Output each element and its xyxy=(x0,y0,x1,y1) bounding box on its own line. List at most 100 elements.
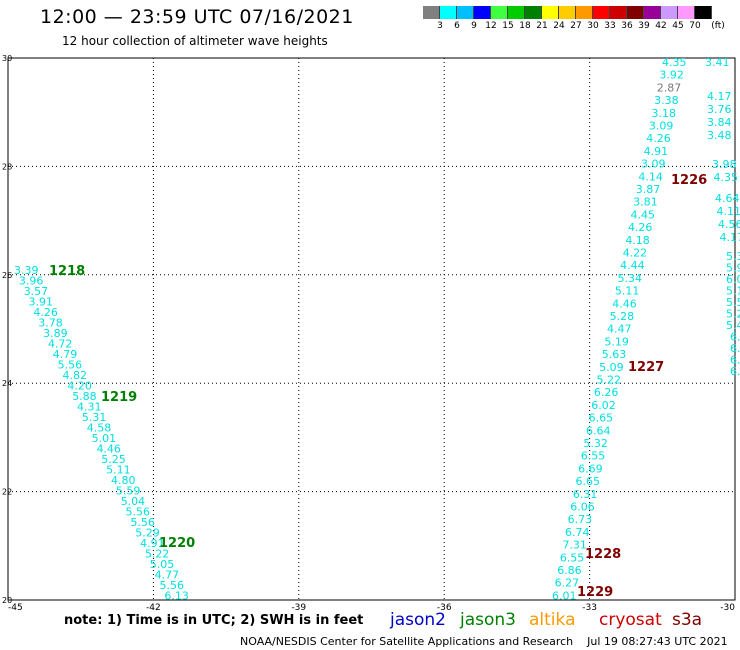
swh-value-middle: 5.22 xyxy=(597,374,622,387)
swh-value-left: 5.56 xyxy=(130,516,155,529)
swh-value-middle: 4.26 xyxy=(646,132,671,145)
color-scale-label: 12 xyxy=(485,21,497,31)
pass-label: 1228 xyxy=(585,547,621,562)
swh-value-middle: 5.32 xyxy=(583,437,608,450)
pass-label: 1219 xyxy=(101,390,137,405)
swh-value-right: 3.41 xyxy=(705,56,730,69)
footer-credit-text: NOAA/NESDIS Center for Satellite Applica… xyxy=(240,635,574,648)
swh-value-left: 5.56 xyxy=(58,359,83,372)
y-tick-label: 24 xyxy=(2,379,12,388)
color-swatch xyxy=(559,6,576,19)
pass-label: 1226 xyxy=(671,173,707,188)
swh-value-middle: 4.44 xyxy=(620,259,645,272)
pass-label: 1218 xyxy=(49,264,85,279)
color-scale-label: 9 xyxy=(471,21,477,31)
swh-value-middle: 4.46 xyxy=(612,297,637,310)
swh-value-middle: 3.87 xyxy=(636,183,661,196)
color-scale-label: 21 xyxy=(536,21,548,31)
legend-altika: altika xyxy=(529,610,576,630)
swh-value-middle: 6.02 xyxy=(591,399,616,412)
swh-value-left: 5.31 xyxy=(82,411,107,424)
color-scale-label: 36 xyxy=(621,21,633,31)
x-tick-label: -42 xyxy=(146,603,161,610)
swh-value-left: 4.72 xyxy=(48,338,72,351)
swh-value-middle: 3.92 xyxy=(659,69,684,82)
swh-value-left: 4.79 xyxy=(53,348,78,361)
color-swatch xyxy=(644,6,661,19)
page-subtitle: 12 hour collection of altimeter wave hei… xyxy=(62,34,328,48)
swh-value-left: 5.01 xyxy=(92,432,117,445)
color-scale-label: 15 xyxy=(502,21,514,31)
x-tick-label: -30 xyxy=(720,603,735,610)
color-swatch xyxy=(542,6,559,19)
x-tick-label: -36 xyxy=(437,603,452,610)
swh-value-left: 3.96 xyxy=(19,275,43,288)
swh-value-middle: 5.63 xyxy=(602,348,627,361)
color-swatch xyxy=(474,6,491,19)
footer-timestamp: Jul 19 08:27:43 UTC 2021 xyxy=(587,635,728,648)
swh-value-left: 4.77 xyxy=(155,569,180,582)
swh-value-middle: 4.47 xyxy=(607,323,632,336)
color-scale-label: 42 xyxy=(655,21,667,31)
note-text: note: 1) Time is in UTC; 2) SWH is in fe… xyxy=(64,613,364,628)
y-tick-label: 22 xyxy=(2,488,12,497)
swh-value-middle: 5.11 xyxy=(615,285,640,298)
color-swatch xyxy=(423,6,440,19)
swh-value-middle: 5.19 xyxy=(604,335,629,348)
swh-value-right-partial: 5.4 xyxy=(726,319,740,332)
swh-value-middle: 6.31 xyxy=(573,488,598,501)
swh-value-middle: 4.14 xyxy=(638,170,663,183)
color-scale-label: 6 xyxy=(454,21,460,31)
swh-value-left: 4.46 xyxy=(96,443,121,456)
swh-value-right: 4.56 xyxy=(718,218,740,231)
color-swatch xyxy=(610,6,627,19)
swh-value-right-partial: 6.0 xyxy=(726,273,740,286)
swh-value-middle: 4.26 xyxy=(628,221,653,234)
swh-value-middle: 6.27 xyxy=(555,577,580,590)
swh-value-left: 4.20 xyxy=(67,380,92,393)
color-scale-bar xyxy=(423,6,712,19)
color-scale-label: 27 xyxy=(570,21,582,31)
swh-value-middle: 4.22 xyxy=(623,247,648,260)
swh-value-left: 5.29 xyxy=(135,527,160,540)
swh-value-left: 3.91 xyxy=(29,296,54,309)
swh-value-left: 4.80 xyxy=(111,474,136,487)
swh-value-left: 4.58 xyxy=(87,422,112,435)
swh-value-right-partial: 5.9 xyxy=(726,262,740,275)
color-swatch xyxy=(695,6,712,19)
swh-value-right: 4.11 xyxy=(717,205,740,218)
swh-value-middle: 6.01 xyxy=(552,589,577,602)
swh-value-right-partial: 6. xyxy=(730,331,740,344)
color-swatch xyxy=(440,6,457,19)
color-scale-label: 30 xyxy=(587,21,599,31)
color-scale-label: 3 xyxy=(437,21,443,31)
y-tick-label: 30 xyxy=(2,54,12,63)
legend-cryosat: cryosat xyxy=(599,610,662,630)
page-title: 12:00 — 23:59 UTC 07/16/2021 xyxy=(40,6,354,28)
pass-label: 1227 xyxy=(628,360,664,375)
swh-value-right-partial: 5.1 xyxy=(726,285,740,298)
swh-value-middle: 6.74 xyxy=(565,526,590,539)
y-tick-label: 20 xyxy=(2,596,12,605)
swh-value-middle: 6.69 xyxy=(578,462,603,475)
swh-value-left: 5.11 xyxy=(106,464,130,477)
color-scale-label: 39 xyxy=(638,21,650,31)
swh-value-left: 3.57 xyxy=(24,285,49,298)
swh-value-middle: 4.18 xyxy=(625,234,650,247)
swh-value-middle: 6.55 xyxy=(560,551,585,564)
swh-value-right-partial: 6. xyxy=(730,365,740,378)
swh-value-left: 5.88 xyxy=(72,390,97,403)
color-swatch xyxy=(661,6,678,19)
legend-jason3: jason3 xyxy=(460,610,516,630)
y-tick-label: 26 xyxy=(2,271,12,280)
x-tick-label: -39 xyxy=(291,603,306,610)
swh-value-middle: 3.18 xyxy=(652,107,677,120)
swh-value-middle: 6.65 xyxy=(589,412,614,425)
swh-value-left: 4.91 xyxy=(140,537,165,550)
swh-value-middle: 3.38 xyxy=(654,94,679,107)
swh-value-left: 5.56 xyxy=(160,579,185,592)
pass-label: 1220 xyxy=(159,536,195,551)
swh-value-left: 3.78 xyxy=(38,317,63,330)
swh-value-middle: 6.26 xyxy=(594,386,619,399)
swh-value-middle: 6.65 xyxy=(576,475,601,488)
